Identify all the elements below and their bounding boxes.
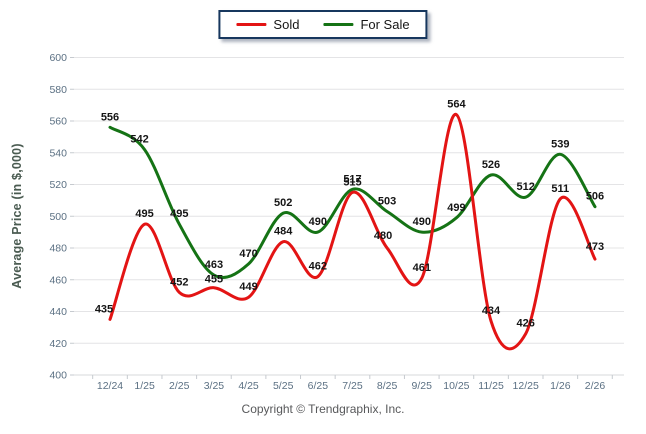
data-label: 556 [101, 111, 119, 123]
svg-text:580: 580 [49, 84, 67, 96]
svg-text:8/25: 8/25 [377, 380, 398, 392]
sold-line-swatch-icon [236, 23, 267, 26]
svg-text:540: 540 [49, 147, 67, 159]
data-label: 435 [95, 303, 113, 315]
svg-text:420: 420 [49, 338, 67, 350]
svg-text:520: 520 [49, 179, 67, 191]
svg-text:3/25: 3/25 [204, 380, 225, 392]
data-label: 506 [586, 191, 604, 203]
svg-text:10/25: 10/25 [443, 380, 469, 392]
svg-text:11/25: 11/25 [478, 380, 504, 392]
svg-text:5/25: 5/25 [273, 380, 294, 392]
data-label: 517 [343, 173, 361, 185]
data-label: 495 [135, 208, 153, 220]
legend-item-sold: Sold [236, 17, 299, 32]
data-label: 449 [239, 281, 257, 293]
data-label: 434 [482, 305, 501, 317]
svg-text:600: 600 [49, 52, 67, 64]
y-tick-labels: 400 420 440 460 480 500 520 540 560 580 600 [49, 52, 67, 382]
y-gridlines [70, 57, 624, 376]
data-label: 484 [274, 226, 293, 238]
data-label: 426 [517, 318, 535, 330]
svg-text:460: 460 [49, 274, 67, 286]
svg-text:2/25: 2/25 [169, 380, 190, 392]
svg-text:9/25: 9/25 [412, 380, 433, 392]
data-label: 462 [309, 261, 327, 273]
sold-value-labels: 435 495 452 455 449 484 462 515 480 461 564 434 426 5… [95, 99, 604, 330]
data-label: 526 [482, 159, 500, 171]
svg-text:12/25: 12/25 [513, 380, 539, 392]
data-label: 490 [413, 216, 431, 228]
data-label: 511 [551, 183, 569, 195]
data-label: 461 [413, 262, 431, 274]
x-tick-marks [92, 375, 613, 379]
x-tick-labels: 12/24 1/25 2/25 3/25 4/25 5/25 6/25 7/25 8/25 9/2… [97, 380, 605, 392]
sold-line [108, 113, 597, 351]
data-label: 480 [374, 230, 392, 242]
svg-text:400: 400 [49, 370, 67, 382]
svg-text:12/24: 12/24 [97, 380, 123, 392]
svg-text:440: 440 [49, 306, 67, 318]
data-label: 463 [205, 259, 223, 271]
for-sale-value-labels: 556 542 495 463 470 502 490 517 503 490 499 526 512 5… [101, 111, 604, 271]
data-label: 542 [130, 134, 148, 146]
svg-text:480: 480 [49, 243, 67, 255]
svg-text:6/25: 6/25 [308, 380, 329, 392]
data-label: 455 [205, 274, 223, 286]
svg-text:500: 500 [49, 211, 67, 223]
data-label: 473 [586, 241, 604, 253]
copyright-text: Copyright © Trendgraphix, Inc. [241, 402, 405, 416]
svg-text:7/25: 7/25 [342, 380, 363, 392]
data-label: 515 [343, 176, 361, 188]
svg-text:560: 560 [49, 116, 67, 128]
svg-text:1/25: 1/25 [134, 380, 155, 392]
legend-item-label: Sold [273, 17, 300, 32]
legend-item-for-sale: For Sale [323, 17, 410, 32]
data-label: 452 [170, 276, 188, 288]
data-label: 499 [447, 202, 465, 214]
data-label: 564 [447, 99, 466, 111]
data-label: 502 [274, 197, 292, 209]
data-label: 490 [309, 216, 327, 228]
data-label: 512 [517, 181, 535, 193]
legend: Sold For Sale [218, 10, 428, 39]
data-label: 503 [378, 196, 396, 208]
for-sale-line-swatch-icon [323, 23, 354, 26]
data-label: 495 [170, 208, 188, 220]
for-sale-line [108, 125, 597, 279]
svg-text:4/25: 4/25 [238, 380, 259, 392]
svg-text:1/26: 1/26 [550, 380, 571, 392]
data-label: 539 [551, 138, 569, 150]
legend-item-label: For Sale [360, 17, 410, 32]
data-label: 470 [239, 248, 257, 260]
svg-text:2/26: 2/26 [585, 380, 606, 392]
